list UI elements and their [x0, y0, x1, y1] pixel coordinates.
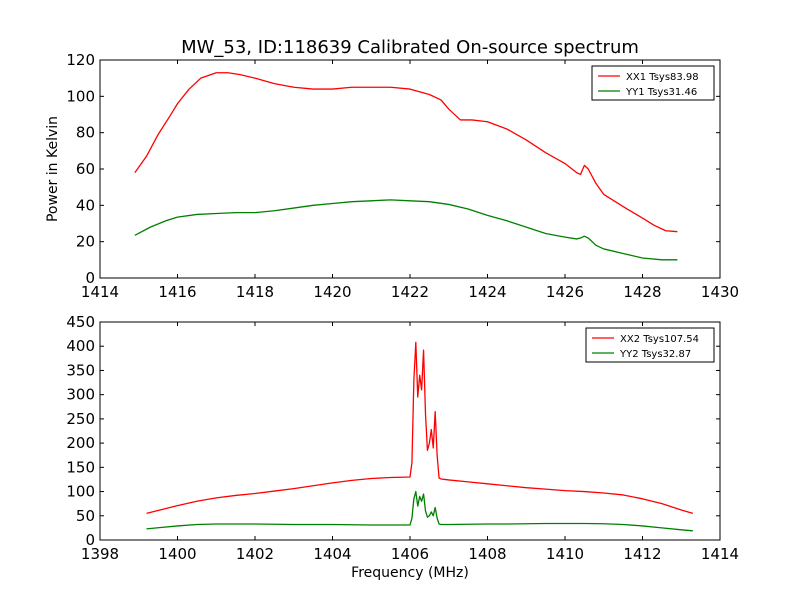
- y-tick-label: 150: [66, 458, 95, 476]
- y-tick-label: 120: [66, 51, 95, 69]
- x-tick-label: 1422: [391, 283, 429, 301]
- x-tick-label: 1398: [81, 545, 119, 563]
- y-tick-label: 300: [66, 386, 95, 404]
- x-tick-label: 1408: [468, 545, 506, 563]
- x-tick-label: 1416: [158, 283, 196, 301]
- y-tick-label: 350: [66, 361, 95, 379]
- legend-label-1: XX1 Tsys83.98: [626, 72, 699, 83]
- y-tick-label: 20: [76, 233, 95, 251]
- legend-box: [585, 327, 715, 363]
- x-tick-label: 1404: [313, 545, 351, 563]
- y-tick-label: 400: [66, 337, 95, 355]
- x-tick-label: 1410: [546, 545, 584, 563]
- y-axis-label: Power in Kelvin: [45, 116, 61, 222]
- series-line-2: [134, 199, 678, 261]
- bottom-panel: 1398 1400 1402 1404 1406 1408 1410 1412 1414 0 50 1…: [66, 313, 739, 563]
- y-tick-label: 0: [85, 531, 95, 549]
- x-axis-label: Frequency (MHz): [351, 565, 469, 581]
- y-tick-label: 100: [66, 483, 95, 501]
- top-panel: 1414 1416 1418 1420 1422 1424 1426 1428 1430 0 20 4…: [66, 51, 739, 301]
- legend-label-2: YY1 Tsys31.46: [625, 87, 697, 98]
- series-line-1: [134, 72, 678, 233]
- x-tick-label: 1420: [313, 283, 351, 301]
- x-tick-label: 1426: [546, 283, 584, 301]
- chart-title: MW_53, ID:118639 Calibrated On-source sp…: [181, 37, 639, 58]
- legend: XX2 Tsys107.54 YY2 Tsys32.87: [585, 327, 715, 363]
- x-tick-label: 1414: [81, 283, 119, 301]
- y-tick-label: 450: [66, 313, 95, 331]
- series-line-2: [146, 490, 693, 532]
- x-tick-label: 1412: [623, 545, 661, 563]
- legend-box: [591, 65, 715, 101]
- x-tick-label: 1406: [391, 545, 429, 563]
- y-tick-label: 50: [76, 507, 95, 525]
- x-tick-label: 1400: [158, 545, 196, 563]
- x-tick-label: 1430: [701, 283, 739, 301]
- y-tick-label: 80: [76, 124, 95, 142]
- x-tick-label: 1402: [236, 545, 274, 563]
- legend-label-1: XX2 Tsys107.54: [620, 334, 699, 345]
- y-tick-label: 200: [66, 434, 95, 452]
- series-line-1: [146, 341, 694, 514]
- y-tick-label: 60: [76, 160, 95, 178]
- x-tick-label: 1418: [236, 283, 274, 301]
- y-tick-label: 100: [66, 87, 95, 105]
- x-tick-label: 1414: [701, 545, 739, 563]
- legend: XX1 Tsys83.98 YY1 Tsys31.46: [591, 65, 715, 101]
- y-tick-label: 0: [85, 269, 95, 287]
- x-tick-label: 1428: [623, 283, 661, 301]
- y-tick-label: 250: [66, 410, 95, 428]
- x-tick-label: 1424: [468, 283, 506, 301]
- legend-label-2: YY2 Tsys32.87: [619, 349, 691, 360]
- y-tick-label: 40: [76, 196, 95, 214]
